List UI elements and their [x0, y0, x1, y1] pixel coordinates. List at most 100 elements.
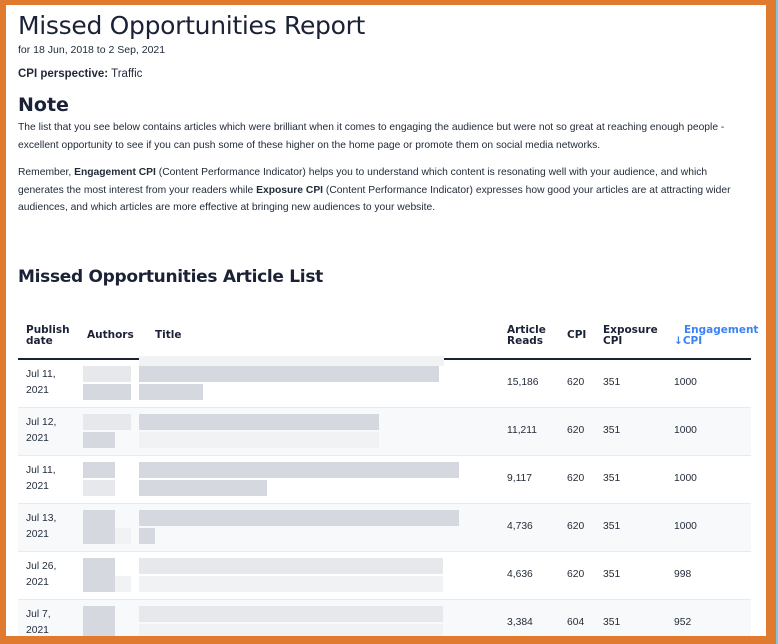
date-line-1: Jul 11, [26, 369, 56, 381]
date-line-2: 2021 [26, 625, 49, 636]
cell-title[interactable] [139, 599, 499, 636]
cell-engagement-cpi: 998 [660, 551, 751, 600]
cell-exposure-cpi: 351 [595, 599, 660, 636]
authors-redacted [83, 413, 147, 449]
cell-publish-date: Jul 11, 2021 [18, 455, 79, 504]
cell-exposure-cpi: 351 [595, 551, 660, 600]
cell-authors [79, 359, 147, 408]
date-line-2: 2021 [26, 385, 49, 397]
cell-authors [79, 551, 147, 600]
cell-exposure-cpi: 351 [595, 407, 660, 456]
authors-redacted [83, 557, 147, 593]
cell-publish-date: Jul 13, 2021 [18, 503, 79, 552]
redacted-block [139, 414, 379, 430]
table-row[interactable]: Jul 12, 2021 11,211 620 351 1000 [18, 407, 751, 456]
cell-title[interactable] [139, 551, 499, 600]
note-title: Note [18, 94, 69, 116]
date-line-1: Jul 13, [26, 513, 57, 524]
authors-redacted [83, 461, 147, 497]
table-row[interactable]: Jul 26, 2021 4,636 620 351 998 [18, 551, 751, 600]
title-redacted [139, 461, 499, 497]
cell-exposure-cpi: 351 [595, 503, 660, 552]
title-redacted [139, 413, 499, 449]
column-header-cpi[interactable]: CPI [559, 313, 595, 360]
cell-title[interactable] [139, 407, 499, 456]
redacted-block [115, 528, 131, 544]
redacted-block [115, 576, 131, 592]
column-header-publish-date[interactable]: Publish date [18, 313, 79, 360]
cell-article-reads: 3,384 [499, 599, 559, 636]
note-text: (Content Performance Indicator) helps yo… [18, 167, 708, 196]
table-row[interactable]: Jul 11, 2021 9,117 620 351 1000 [18, 455, 751, 504]
engagement-cpi-suffix: CPI [682, 334, 703, 347]
engagement-cpi-label-line1: Engagement [684, 323, 759, 336]
redacted-block [83, 414, 131, 430]
redacted-block [139, 528, 155, 544]
authors-redacted [83, 509, 147, 545]
redacted-block [139, 432, 379, 448]
cell-article-reads: 9,117 [499, 455, 559, 504]
cell-authors [79, 455, 147, 504]
note-text: (Content Performance Indicator) expresse… [18, 184, 731, 214]
authors-redacted [83, 365, 147, 401]
redacted-block [83, 606, 115, 636]
cell-exposure-cpi: 351 [595, 455, 660, 504]
date-line-2: 2021 [26, 433, 49, 444]
authors-redacted [83, 605, 147, 636]
cell-authors [79, 407, 147, 456]
redacted-block [139, 510, 459, 526]
column-header-engagement-cpi[interactable]: Engagement ↓CPI [660, 313, 759, 360]
date-line-1: Jul 7, [26, 609, 51, 620]
date-line-1: Jul 12, [26, 417, 57, 428]
report-content: Missed Opportunities Report for 18 Jun, … [18, 5, 758, 636]
table-row[interactable]: Jul 11, 2021 15,186 620 351 1000 [18, 356, 751, 408]
cell-publish-date: Jul 7, 2021 [18, 599, 79, 636]
date-line-1: Jul 26, [26, 561, 57, 572]
redacted-block [83, 384, 131, 401]
title-redacted [139, 605, 499, 636]
report-page: Missed Opportunities Report for 18 Jun, … [6, 5, 766, 636]
cpi-perspective-label: CPI perspective: [18, 68, 109, 80]
cell-article-reads: 4,736 [499, 503, 559, 552]
cell-publish-date: Jul 26, 2021 [18, 551, 79, 600]
cell-title[interactable] [139, 503, 499, 552]
column-header-title[interactable]: Title [147, 313, 499, 360]
note-text: Remember, [18, 167, 75, 178]
title-redacted [139, 509, 499, 545]
report-date-range: for 18 Jun, 2018 to 2 Sep, 2021 [18, 44, 166, 56]
cell-cpi: 604 [559, 599, 595, 636]
note-paragraph-1: The list that you see below contains art… [18, 122, 725, 151]
column-header-exposure-cpi[interactable]: Exposure CPI [595, 313, 660, 360]
sort-descending-arrow-icon: ↓ [674, 334, 683, 347]
date-line-2: 2021 [26, 529, 49, 540]
column-header-article-reads[interactable]: Article Reads [499, 313, 559, 360]
redacted-block [83, 462, 115, 478]
column-header-authors[interactable]: Authors [79, 313, 147, 360]
redacted-block [139, 558, 443, 574]
cell-title[interactable] [139, 356, 499, 408]
redacted-block [83, 480, 115, 496]
redacted-block [83, 366, 131, 383]
table-row[interactable]: Jul 13, 2021 4,736 620 351 1000 [18, 503, 751, 552]
redacted-block [139, 576, 443, 592]
redacted-block [139, 356, 444, 367]
table-row[interactable]: Jul 7, 2021 3,384 604 351 952 [18, 599, 751, 636]
cell-engagement-cpi: 1000 [660, 455, 751, 504]
redacted-block [139, 480, 267, 496]
redacted-block [83, 558, 115, 592]
cell-engagement-cpi: 1000 [660, 359, 751, 408]
article-table: Publish date Authors Title Article Reads… [18, 313, 759, 636]
cell-engagement-cpi: 1000 [660, 503, 751, 552]
cell-cpi: 620 [559, 407, 595, 456]
redacted-block [83, 432, 115, 448]
redacted-block [139, 606, 443, 622]
cell-article-reads: 15,186 [499, 359, 559, 408]
date-line-1: Jul 11, [26, 465, 56, 476]
cell-title[interactable] [139, 455, 499, 504]
title-redacted [139, 356, 499, 401]
redacted-block [139, 624, 443, 636]
cell-cpi: 620 [559, 503, 595, 552]
note-paragraph-2: Remember, Engagement CPI (Content Perfor… [18, 164, 752, 217]
date-line-2: 2021 [26, 481, 49, 492]
cell-authors [79, 599, 147, 636]
